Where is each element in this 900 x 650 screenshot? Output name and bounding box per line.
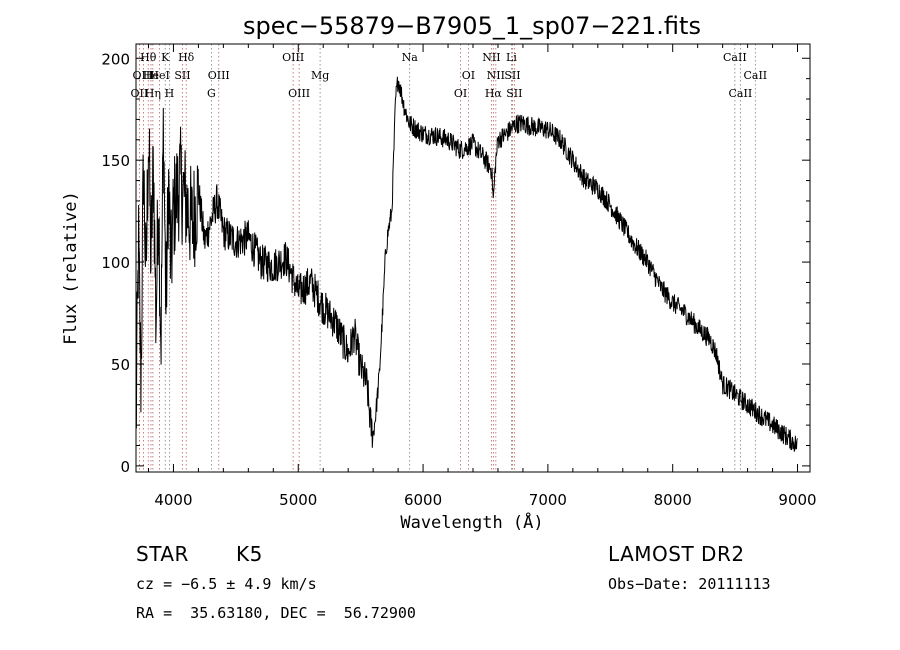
line-label: CaII (743, 69, 767, 82)
x-tick-label: 6000 (404, 491, 442, 509)
x-tick-label: 9000 (778, 491, 816, 509)
line-label: Li (506, 51, 517, 64)
line-label: OIII (288, 87, 310, 100)
line-label: OIII (208, 69, 230, 82)
line-label: G (207, 87, 216, 100)
line-label: OIII (282, 51, 304, 64)
object-subclass: K5 (236, 542, 263, 566)
line-label: H (165, 87, 175, 100)
y-tick-label: 200 (101, 50, 130, 68)
line-label: Hδ (178, 51, 195, 64)
line-label: HeI (149, 69, 169, 82)
y-axis-ticks: 0 50 100 150 200 (101, 50, 810, 476)
line-label: Hη (145, 87, 161, 100)
x-tick-label: 7000 (529, 491, 567, 509)
x-tick-label: 8000 (654, 491, 692, 509)
chart-title: spec−55879−B7905_1_sp07−221.fits (243, 12, 701, 40)
line-label: CaII (723, 51, 747, 64)
spectrum-line (135, 76, 798, 452)
line-label: Hθ (140, 51, 157, 64)
y-tick-label: 0 (120, 458, 130, 476)
redshift-velocity: cz = −6.5 ± 4.9 km/s (136, 575, 317, 593)
line-label: SII (506, 87, 522, 100)
line-label: He (143, 69, 159, 82)
y-tick-label: 150 (101, 152, 130, 170)
survey-name: LAMOST DR2 (608, 542, 745, 566)
y-tick-label: 50 (111, 356, 130, 374)
line-label: SII (174, 69, 190, 82)
line-label: OI (454, 87, 467, 100)
coordinates: RA = 35.63180, DEC = 56.72900 (136, 604, 416, 622)
observation-date: Obs−Date: 20111113 (608, 575, 771, 593)
x-axis-ticks: 4000 5000 6000 7000 8000 9000 (147, 44, 817, 509)
line-label: NII (487, 69, 505, 82)
line-label: Mg (311, 69, 329, 82)
line-label: OI (462, 69, 475, 82)
line-label: Hα (485, 87, 503, 100)
x-tick-label: 5000 (279, 491, 317, 509)
line-label: SII (504, 69, 520, 82)
y-axis-label: Flux (relative) (61, 191, 81, 345)
y-tick-label: 100 (101, 254, 130, 272)
object-class: STAR (136, 542, 189, 566)
line-label: K (161, 51, 170, 64)
plot-frame (135, 43, 811, 473)
line-label: Na (402, 51, 419, 64)
spectral-line-markers (138, 44, 756, 472)
x-axis-label: Wavelength (Å) (400, 511, 543, 533)
x-tick-label: 4000 (154, 491, 192, 509)
line-label: NII (482, 51, 500, 64)
line-label: OII (131, 87, 149, 100)
line-label: CaII (729, 87, 753, 100)
